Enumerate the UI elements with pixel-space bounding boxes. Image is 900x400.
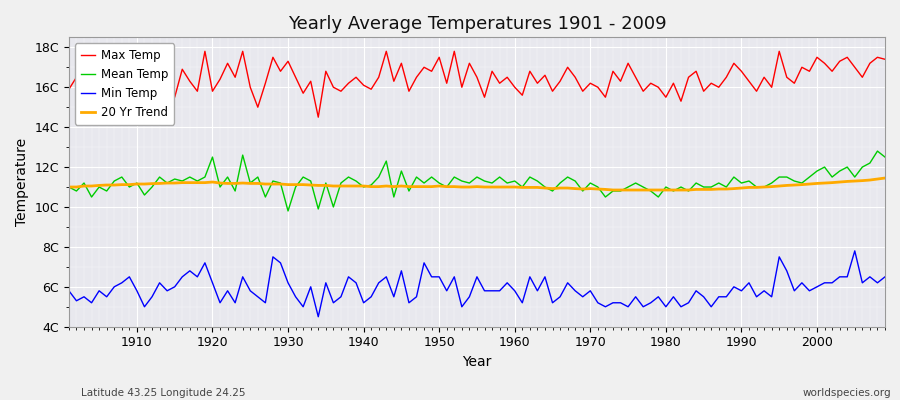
Min Temp [290,294,301,299]
X-axis label: Year: Year [463,355,491,369]
Mean Temp [298,175,309,180]
Line: Min Temp: Min Temp [69,251,885,317]
20 Yr Trend [336,184,346,188]
Line: Max Temp: Max Temp [69,51,885,117]
Min Temp [608,300,618,305]
Max Temp [298,91,309,96]
Title: Yearly Average Temperatures 1901 - 2009: Yearly Average Temperatures 1901 - 2009 [288,15,666,33]
Line: 20 Yr Trend: 20 Yr Trend [69,178,885,190]
20 Yr Trend [600,187,611,192]
Mean Temp [872,149,883,154]
Mean Temp [879,155,890,160]
Min Temp [64,288,75,293]
Max Temp [351,75,362,80]
20 Yr Trend [290,182,301,187]
Mean Temp [64,185,75,190]
Mean Temp [343,175,354,180]
Legend: Max Temp, Mean Temp, Min Temp, 20 Yr Trend: Max Temp, Mean Temp, Min Temp, 20 Yr Tre… [75,43,174,125]
Min Temp [850,248,860,253]
Y-axis label: Temperature: Temperature [15,138,29,226]
Mean Temp [517,185,527,190]
Min Temp [313,314,324,319]
Mean Temp [608,189,618,194]
20 Yr Trend [502,185,513,190]
Max Temp [200,49,211,54]
Text: Latitude 43.25 Longitude 24.25: Latitude 43.25 Longitude 24.25 [81,388,246,398]
Min Temp [509,288,520,293]
Mean Temp [509,179,520,184]
Max Temp [313,115,324,120]
Mean Temp [124,185,135,190]
Line: Mean Temp: Mean Temp [69,151,885,211]
Max Temp [517,93,527,98]
Text: worldspecies.org: worldspecies.org [803,388,891,398]
Max Temp [525,69,535,74]
Max Temp [64,87,75,92]
Min Temp [343,274,354,279]
20 Yr Trend [64,185,75,190]
20 Yr Trend [879,176,890,180]
Mean Temp [283,208,293,213]
20 Yr Trend [124,182,135,187]
20 Yr Trend [509,185,520,190]
Max Temp [615,79,626,84]
Min Temp [517,300,527,305]
Min Temp [879,274,890,279]
Max Temp [124,61,135,66]
Max Temp [879,57,890,62]
Min Temp [124,274,135,279]
20 Yr Trend [608,188,618,192]
